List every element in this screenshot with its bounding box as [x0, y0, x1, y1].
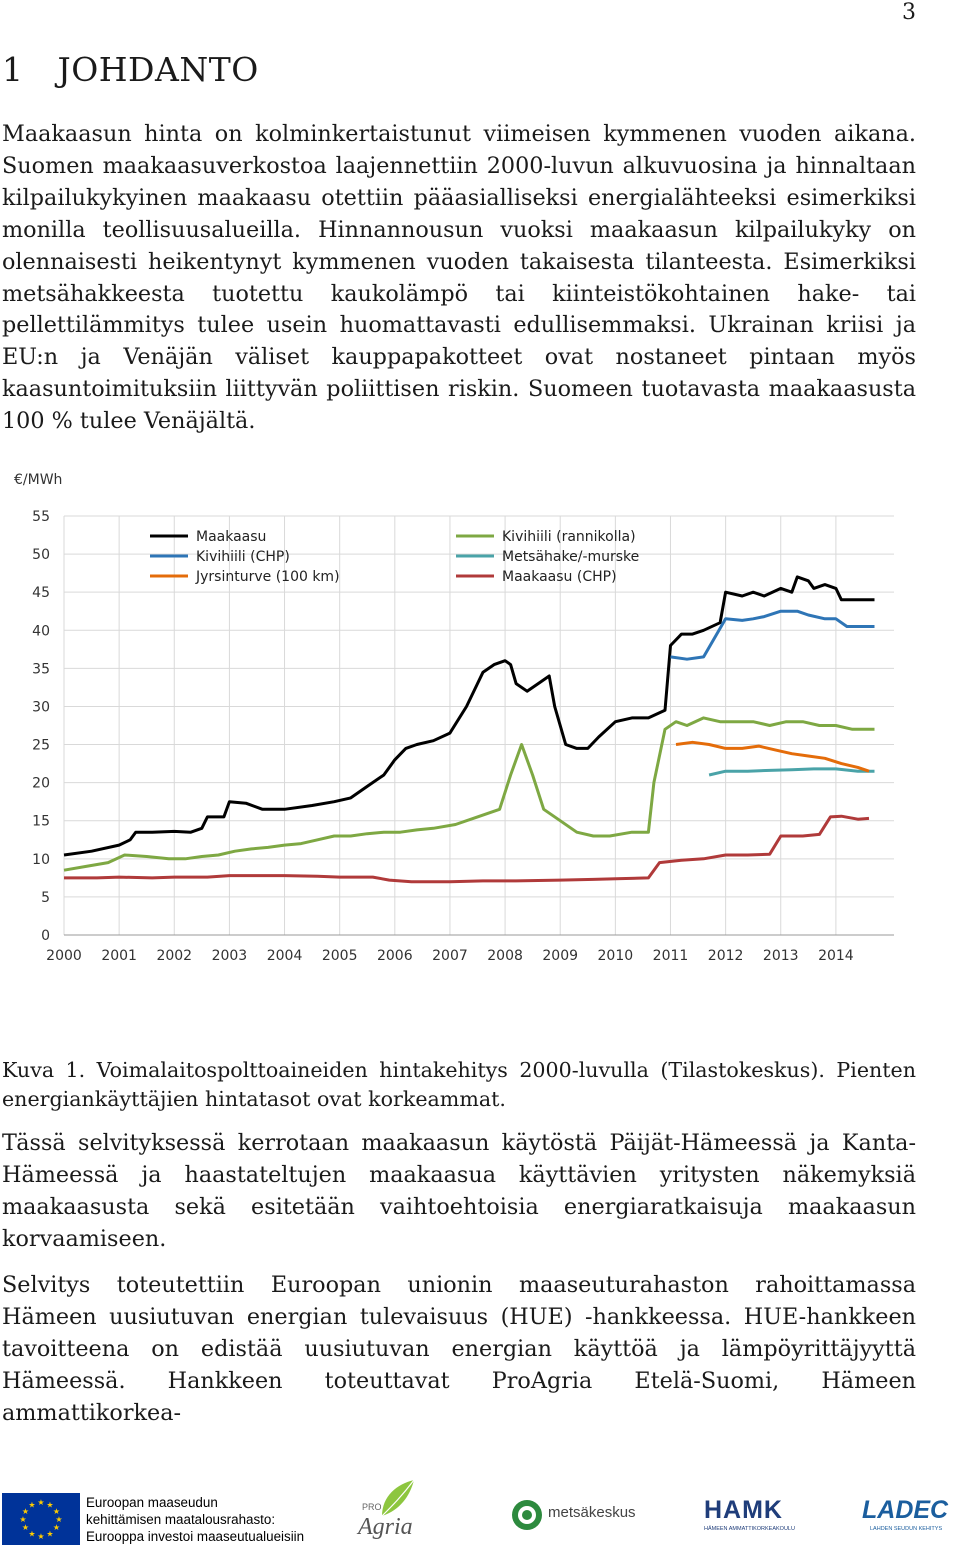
ladec-text: LADEC — [862, 1496, 949, 1524]
y-tick-label: 15 — [32, 814, 50, 830]
chart-legend: Maakaasu Kivihiili (CHP) Kivihiili (rannik… — [150, 529, 639, 585]
metsakeskus-logo: metsäkeskus — [510, 1498, 650, 1534]
y-tick-label: 5 — [41, 890, 50, 906]
y-axis-label: €/MWh — [14, 472, 62, 488]
svg-text:★: ★ — [46, 1530, 53, 1539]
heading-title: JOHDANTO — [57, 50, 259, 89]
chart-lines — [63, 575, 875, 884]
x-tick-label: 2005 — [322, 948, 358, 964]
project-paragraph: Selvitys toteutettiin Euroopan unionin m… — [2, 1272, 916, 1426]
footer-logos: ★ ★ ★ ★ ★ ★ ★ ★ ★ ★ ★ ★ Euroopan maaseudun kehit… — [0, 1470, 960, 1551]
series-line — [63, 716, 875, 872]
svg-text:★: ★ — [22, 1523, 29, 1532]
figure-caption: Kuva 1. Voimalaitospolttoaineiden hintak… — [2, 1058, 916, 1111]
y-tick-label: 0 — [41, 928, 50, 944]
ladec-subtext: LAHDEN SEUDUN KEHITYS — [870, 1526, 943, 1532]
proagria-small-text: PRO — [362, 1502, 382, 1512]
svg-text:★: ★ — [19, 1515, 26, 1524]
y-tick-label: 55 — [32, 509, 50, 525]
x-tick-label: 2000 — [46, 948, 82, 964]
legend-label: Maakaasu (CHP) — [502, 569, 617, 585]
series-line — [708, 767, 875, 777]
x-tick-label: 2014 — [818, 948, 854, 964]
chart-axes: 0 5 10 15 20 25 30 35 40 45 50 55 2000 2001 2002 2003 20… — [14, 472, 894, 964]
series-line — [670, 609, 875, 661]
svg-text:★: ★ — [22, 1507, 29, 1516]
section-heading: 1 JOHDANTO — [2, 50, 259, 89]
svg-text:★: ★ — [53, 1507, 60, 1516]
metsakeskus-text: metsäkeskus — [548, 1504, 636, 1521]
svg-text:★: ★ — [53, 1523, 60, 1532]
hamk-subtext: HÄMEEN AMMATTIKORKEAKOULU — [704, 1526, 795, 1532]
legend-label: Jyrsinturve (100 km) — [195, 569, 340, 585]
y-tick-label: 30 — [32, 699, 50, 715]
proagria-logo: PRO Agria — [352, 1476, 422, 1548]
series-line — [64, 814, 870, 884]
svg-text:★: ★ — [28, 1501, 35, 1510]
x-tick-label: 2006 — [377, 948, 413, 964]
proagria-text: Agria — [358, 1514, 413, 1540]
x-tick-label: 2012 — [708, 948, 744, 964]
y-tick-label: 50 — [32, 547, 50, 563]
eu-funding-text: Euroopan maaseudun kehittämisen maatalou… — [86, 1494, 304, 1545]
x-tick-label: 2011 — [653, 948, 689, 964]
chart-grid — [63, 515, 894, 936]
y-tick-label: 20 — [32, 776, 50, 792]
series-line — [63, 575, 875, 857]
x-tick-label: 2001 — [101, 948, 137, 964]
legend-label: Kivihiili (CHP) — [196, 549, 290, 565]
price-chart: 0 5 10 15 20 25 30 35 40 45 50 55 2000 2001 2002 2003 20… — [14, 472, 894, 964]
legend-label: Kivihiili (rannikolla) — [502, 529, 636, 545]
plot-area — [64, 516, 894, 935]
x-tick-label: 2002 — [156, 948, 192, 964]
eu-line-2: kehittämisen maatalousrahasto: — [86, 1512, 276, 1527]
legend-label: Maakaasu — [196, 529, 266, 545]
svg-text:★: ★ — [46, 1501, 53, 1510]
y-tick-label: 45 — [32, 585, 50, 601]
hamk-text: HAMK — [704, 1496, 783, 1524]
x-tick-label: 2004 — [267, 948, 303, 964]
svg-text:★: ★ — [28, 1530, 35, 1539]
x-tick-label: 2013 — [763, 948, 799, 964]
eu-line-3: Eurooppa investoi maaseutualueisiin — [86, 1529, 305, 1544]
y-tick-label: 25 — [32, 738, 50, 754]
x-tick-label: 2010 — [598, 948, 634, 964]
svg-text:★: ★ — [37, 1532, 44, 1541]
metsakeskus-emblem-icon — [512, 1500, 542, 1530]
intro-paragraph: Maakaasun hinta on kolminkertaistunut vi… — [2, 121, 916, 435]
x-tick-label: 2009 — [542, 948, 578, 964]
svg-text:★: ★ — [55, 1515, 62, 1524]
hamk-logo: HAMK HÄMEEN AMMATTIKORKEAKOULU — [704, 1496, 800, 1540]
svg-text:★: ★ — [37, 1498, 44, 1507]
x-tick-label: 2008 — [487, 948, 523, 964]
ladec-logo: LADEC LAHDEN SEUDUN KEHITYS — [862, 1496, 958, 1540]
heading-number: 1 — [2, 50, 24, 89]
x-tick-label: 2007 — [432, 948, 468, 964]
legend-label: Metsähake/-murske — [502, 549, 639, 565]
y-tick-label: 35 — [32, 661, 50, 677]
scope-paragraph: Tässä selvityksessä kerrotaan maakaasun … — [2, 1130, 916, 1252]
leaf-icon — [381, 1479, 415, 1517]
eu-flag-icon: ★ ★ ★ ★ ★ ★ ★ ★ ★ ★ ★ ★ — [2, 1493, 80, 1545]
y-tick-label: 40 — [32, 623, 50, 639]
x-tick-label: 2003 — [212, 948, 248, 964]
page-number: 3 — [902, 0, 916, 25]
y-tick-label: 10 — [32, 852, 50, 868]
eu-line-1: Euroopan maaseudun — [86, 1495, 218, 1510]
series-line — [675, 740, 870, 773]
